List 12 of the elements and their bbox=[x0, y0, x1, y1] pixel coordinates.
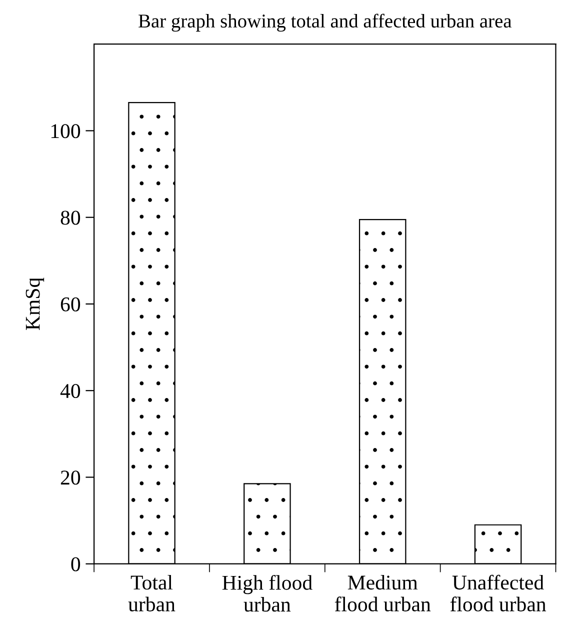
x-tick-label: Unaffected flood urban bbox=[450, 574, 546, 612]
y-tick-label: 100 bbox=[51, 124, 80, 138]
y-tick-label: 20 bbox=[60, 470, 80, 485]
x-tick-label: Total urban bbox=[128, 574, 176, 612]
y-tick-label: 0 bbox=[71, 557, 80, 572]
x-tick-label: Medium flood urban bbox=[334, 574, 431, 612]
y-tick-label: 40 bbox=[60, 384, 80, 398]
chart-title: Bar graph showing total and affected urban area bbox=[138, 14, 512, 32]
y-tick-label: 80 bbox=[60, 210, 80, 225]
x-tick-label: High flood urban bbox=[222, 574, 312, 612]
y-tick-label: 60 bbox=[60, 297, 80, 312]
y-axis-title: KmSq bbox=[26, 278, 44, 330]
